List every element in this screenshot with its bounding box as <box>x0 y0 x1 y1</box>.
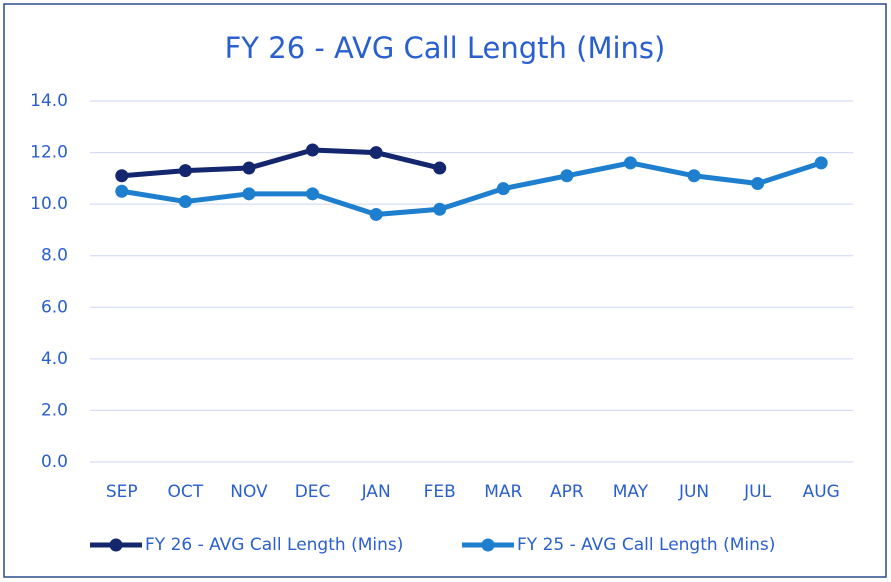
data-point <box>178 164 192 178</box>
data-point <box>433 161 447 175</box>
data-point <box>814 156 828 170</box>
y-tick-label: 12.0 <box>30 143 68 163</box>
x-tick-label: OCT <box>168 482 204 502</box>
data-point <box>623 156 637 170</box>
legend-label: FY 26 - AVG Call Length (Mins) <box>145 535 403 555</box>
data-point <box>115 169 129 183</box>
x-tick-label: AUG <box>803 482 840 502</box>
data-point <box>496 182 510 196</box>
data-point <box>433 202 447 216</box>
data-point <box>178 195 192 209</box>
y-tick-label: 6.0 <box>41 297 68 317</box>
data-point <box>369 207 383 221</box>
x-tick-label: MAY <box>613 482 649 502</box>
x-tick-label: JUL <box>743 482 771 502</box>
chart-border <box>3 3 887 578</box>
x-tick-label: JUN <box>678 482 709 502</box>
y-tick-label: 14.0 <box>30 91 68 111</box>
x-tick-label: NOV <box>230 482 268 502</box>
data-point <box>242 161 256 175</box>
y-tick-label: 2.0 <box>41 400 68 420</box>
data-point <box>560 169 574 183</box>
x-tick-label: SEP <box>106 482 138 502</box>
data-point <box>369 146 383 160</box>
x-tick-label: APR <box>550 482 584 502</box>
series-line <box>121 147 441 179</box>
x-tick-label: MAR <box>484 482 522 502</box>
data-point <box>687 169 701 183</box>
y-tick-label: 4.0 <box>41 349 68 369</box>
legend-marker <box>109 538 123 552</box>
y-tick-label: 0.0 <box>41 452 68 472</box>
data-point <box>751 177 765 191</box>
data-point <box>306 143 320 157</box>
legend-marker <box>481 538 495 552</box>
data-point <box>115 184 129 198</box>
x-tick-label: JAN <box>361 482 391 502</box>
x-tick-label: DEC <box>295 482 331 502</box>
data-point <box>242 187 256 201</box>
y-tick-label: 8.0 <box>41 246 68 266</box>
series-line <box>121 160 822 217</box>
chart-title: FY 26 - AVG Call Length (Mins) <box>225 31 666 65</box>
y-tick-label: 10.0 <box>30 194 68 214</box>
data-point <box>306 187 320 201</box>
x-tick-label: FEB <box>424 482 456 502</box>
legend-label: FY 25 - AVG Call Length (Mins) <box>517 535 775 555</box>
